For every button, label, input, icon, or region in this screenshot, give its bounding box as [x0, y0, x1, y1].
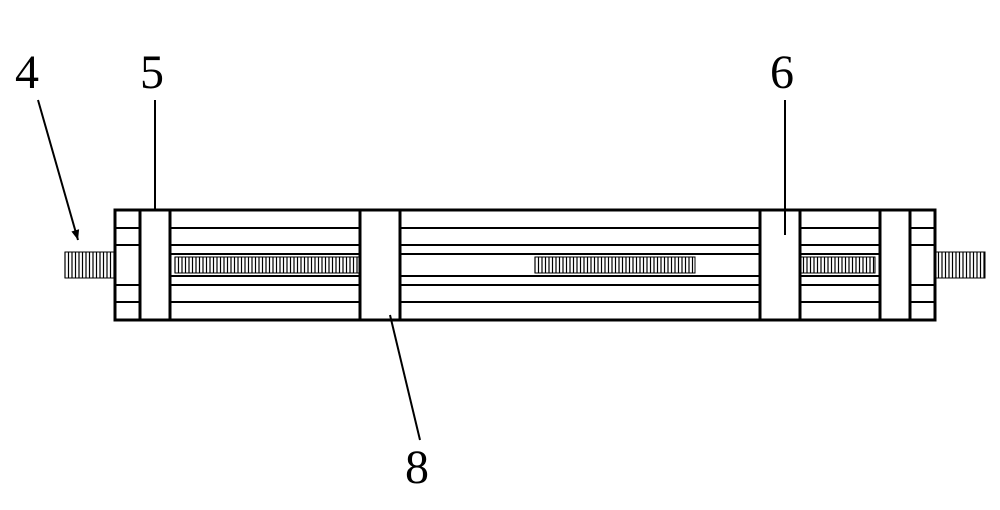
label-5: 5	[140, 45, 164, 100]
label-8: 8	[405, 440, 429, 495]
label-6: 6	[770, 45, 794, 100]
label-4: 4	[15, 45, 39, 100]
